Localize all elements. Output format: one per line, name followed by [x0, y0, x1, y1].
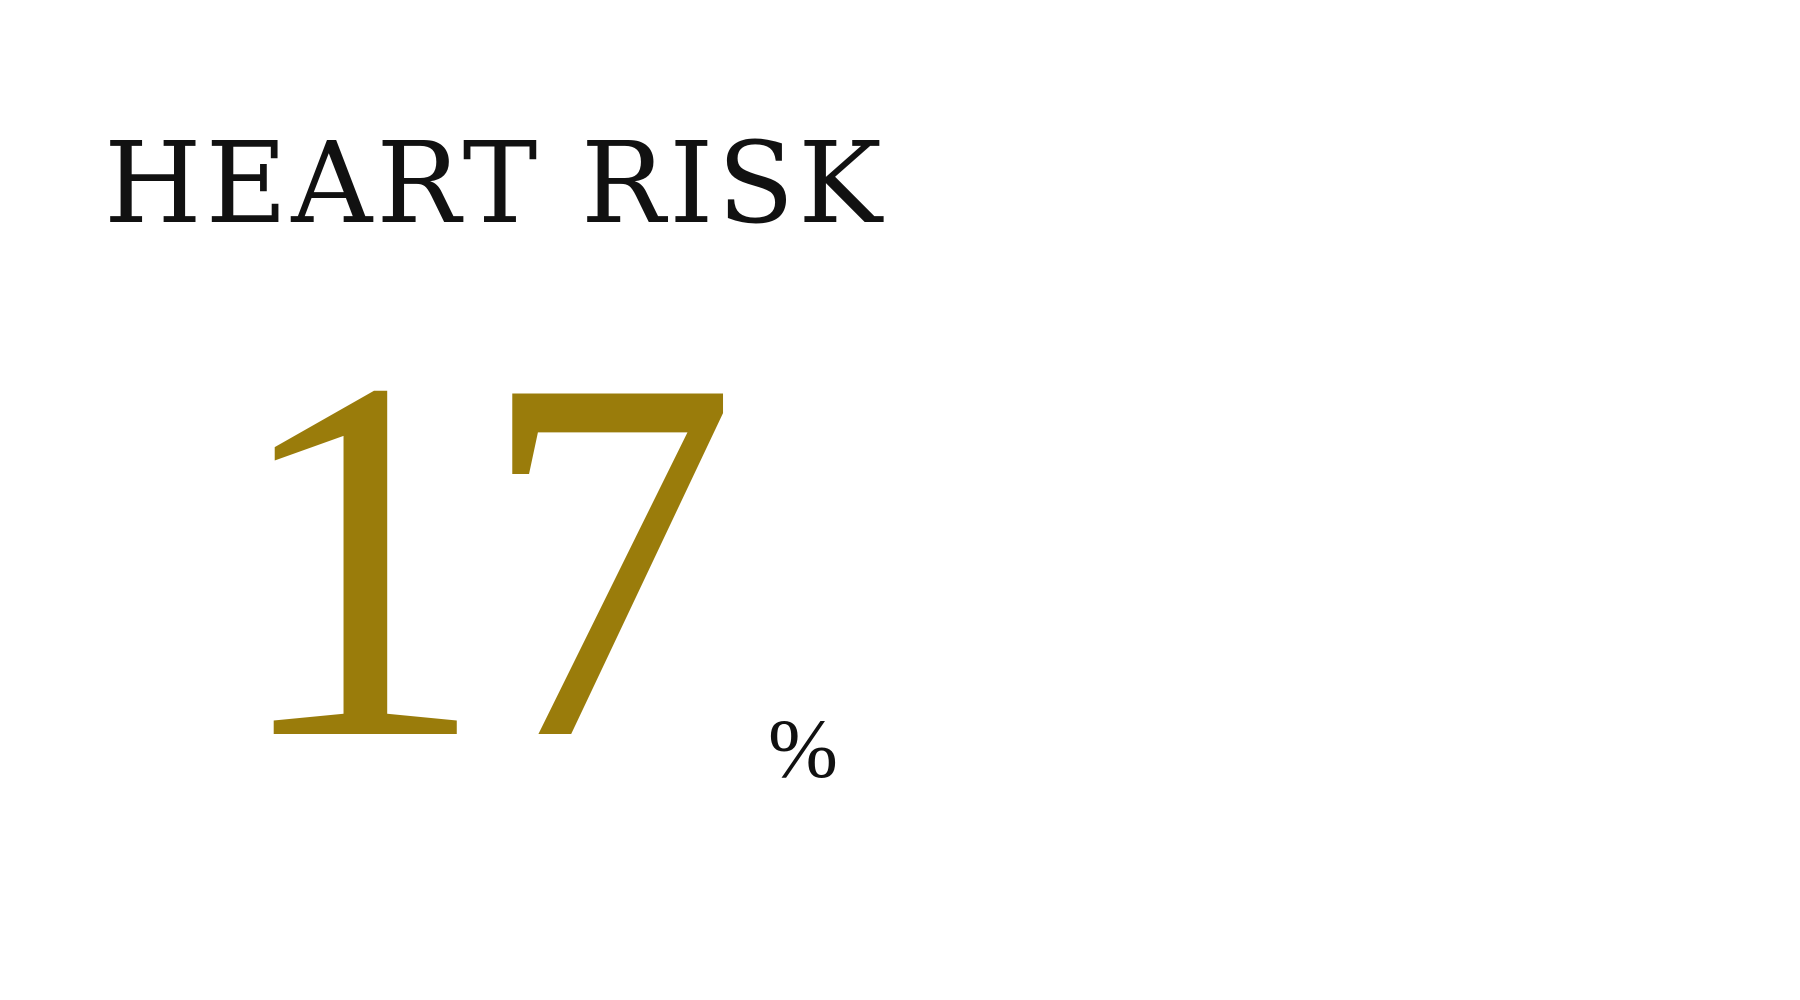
risk-value: 17: [228, 272, 738, 847]
risk-unit: %: [768, 703, 838, 796]
page-title: HEART RISK: [104, 119, 886, 249]
